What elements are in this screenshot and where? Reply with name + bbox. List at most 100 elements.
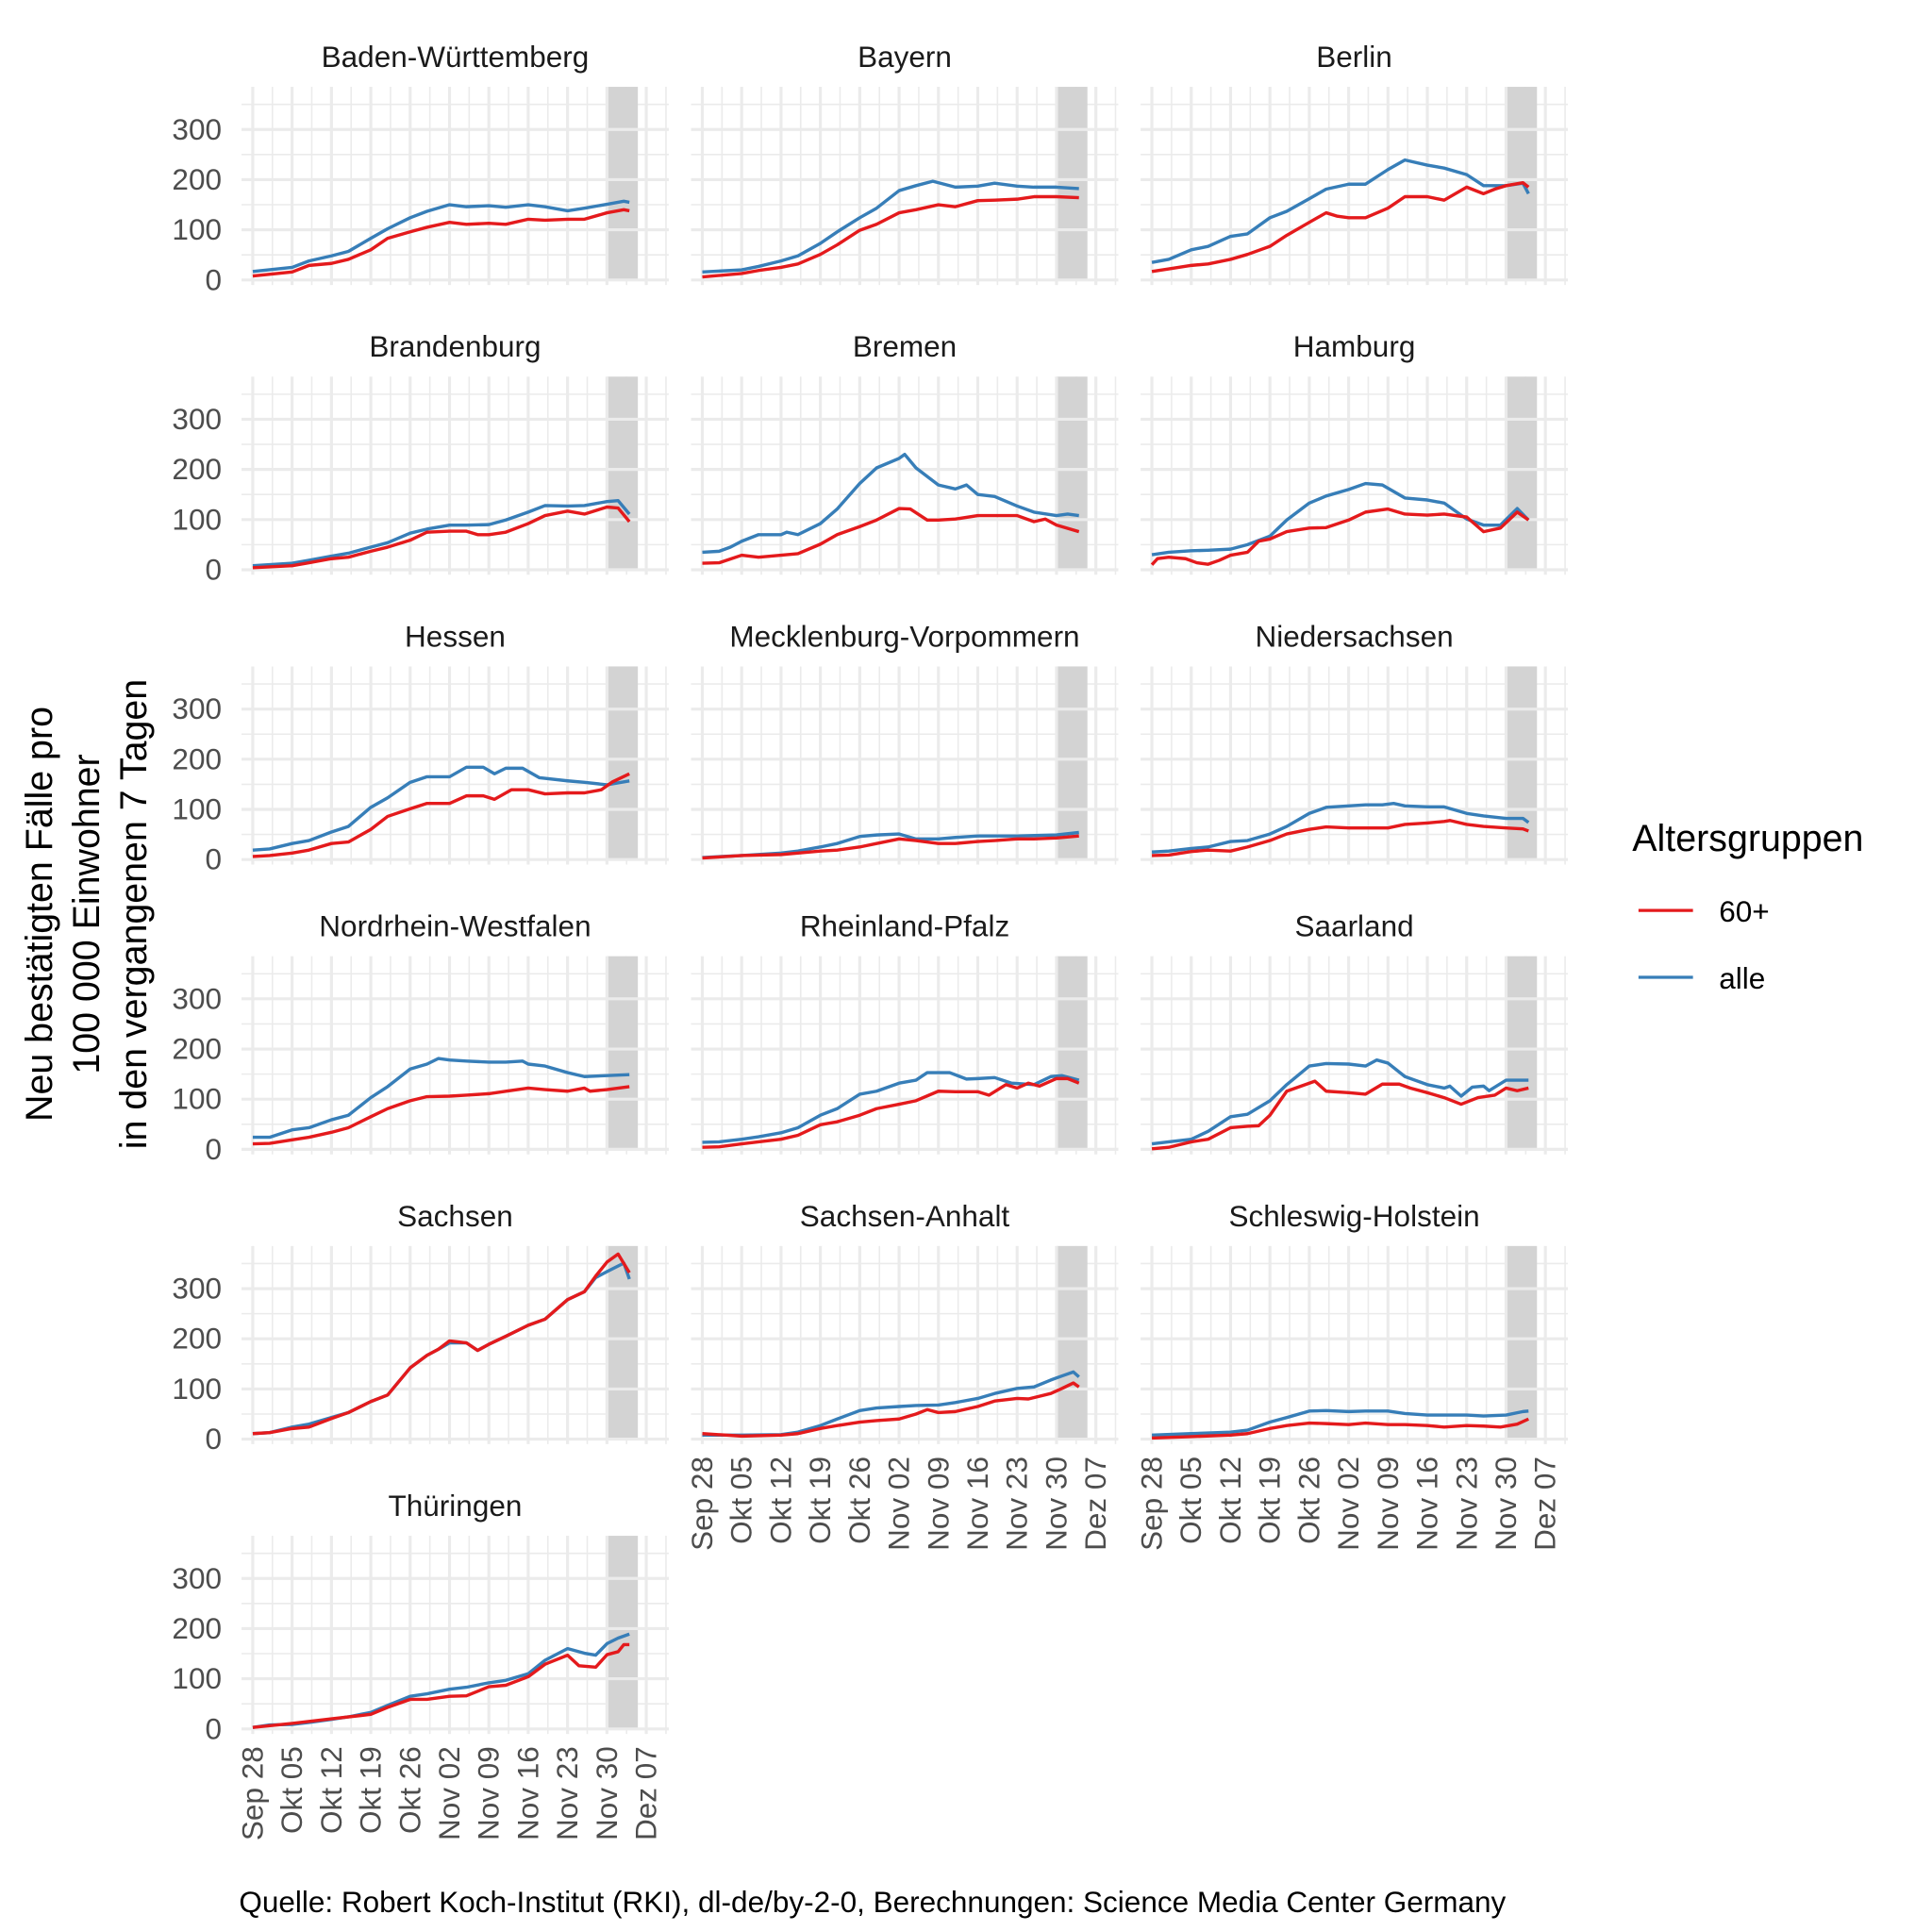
facet-panel: Sachsen-Anhalt Sep 28 Okt 05 Okt 12 Okt 19 Ok… xyxy=(685,1199,1119,1551)
y-tick-label: 200 xyxy=(172,1032,222,1066)
y-tick-label: 200 xyxy=(172,452,222,486)
y-axis-title: Neu bestätigten Fälle pro 100 000 Einwoh… xyxy=(19,679,155,1149)
series-line-alle xyxy=(252,199,630,274)
panel-title: Brandenburg xyxy=(369,329,541,363)
y-tick-label: 0 xyxy=(205,1132,222,1166)
y-tick-label: 300 xyxy=(172,691,222,725)
shaded-incomplete-period xyxy=(1506,956,1538,1150)
facet-panel: Mecklenburg-Vorpommern xyxy=(691,619,1119,865)
legend: Altersgruppen 60+ alle xyxy=(1632,818,1863,995)
y-tick-label: 0 xyxy=(205,842,222,876)
shaded-incomplete-period xyxy=(607,1536,639,1729)
x-tick-label: Nov 16 xyxy=(1410,1457,1444,1551)
series-line-60plus xyxy=(702,194,1079,279)
y-tick-label: 100 xyxy=(172,792,222,826)
x-tick-label: Okt 12 xyxy=(763,1457,797,1544)
shaded-incomplete-period xyxy=(1056,666,1088,860)
series-line-60plus xyxy=(252,1252,631,1436)
facet-panels: Baden-Württemberg 0 100 200 300 Bayern Berlin B… xyxy=(172,40,1569,1840)
shaded-incomplete-period xyxy=(607,87,639,280)
y-tick-label: 200 xyxy=(172,1322,222,1356)
facet-panel: Bremen xyxy=(691,329,1119,575)
series-line-60plus xyxy=(252,505,631,570)
shaded-incomplete-period xyxy=(1506,1245,1538,1440)
x-tick-label: Okt 05 xyxy=(1174,1457,1208,1544)
facet-panel: Niedersachsen xyxy=(1141,619,1569,865)
shaded-incomplete-period xyxy=(607,956,639,1150)
panel-title: Bayern xyxy=(858,40,952,74)
x-tick-label: Sep 28 xyxy=(235,1746,269,1840)
x-tick-label: Nov 02 xyxy=(432,1746,466,1840)
shaded-incomplete-period xyxy=(1056,376,1088,570)
source-caption: Quelle: Robert Koch-Institut (RKI), dl-d… xyxy=(239,1885,1506,1919)
facet-panel: Brandenburg 0 100 200 300 xyxy=(172,329,669,586)
series-line-alle xyxy=(702,452,1079,555)
x-tick-label: Okt 19 xyxy=(1253,1457,1287,1544)
series-line-60plus xyxy=(1150,507,1530,566)
x-tick-label: Nov 30 xyxy=(590,1746,624,1840)
panel-title: Hessen xyxy=(405,619,506,653)
panel-title: Schleswig-Holstein xyxy=(1229,1199,1480,1233)
series-line-alle xyxy=(1151,1057,1529,1146)
y-tick-label: 100 xyxy=(172,1372,222,1406)
panel-title: Thüringen xyxy=(389,1489,523,1523)
y-tick-label: 300 xyxy=(172,1272,222,1306)
panel-title: Sachsen-Anhalt xyxy=(800,1199,1010,1233)
x-tick-label: Dez 07 xyxy=(629,1746,663,1840)
shaded-incomplete-period xyxy=(1506,376,1538,570)
y-axis-title-line-2: 100 000 Einwohner xyxy=(66,754,108,1074)
y-axis-title-line-1: Neu bestätigten Fälle pro xyxy=(19,707,60,1122)
y-tick-label: 100 xyxy=(172,502,222,536)
series-line-60plus xyxy=(702,1076,1080,1149)
series-line-60plus xyxy=(702,1381,1080,1439)
y-tick-label: 100 xyxy=(172,1082,222,1116)
series-line-alle xyxy=(702,179,1079,275)
x-tick-label: Okt 26 xyxy=(842,1457,876,1544)
shaded-incomplete-period xyxy=(607,376,639,570)
y-tick-label: 0 xyxy=(205,262,222,296)
shaded-incomplete-period xyxy=(1506,666,1538,860)
series-line-alle xyxy=(252,765,630,852)
x-tick-label: Okt 19 xyxy=(803,1457,837,1544)
facet-panel: Rheinland-Pfalz xyxy=(691,909,1119,1155)
y-tick-label: 0 xyxy=(205,552,222,586)
facet-panel: Berlin xyxy=(1141,40,1569,286)
series-line-60plus xyxy=(252,208,630,278)
x-tick-label: Okt 12 xyxy=(314,1746,348,1834)
x-tick-label: Okt 19 xyxy=(354,1746,388,1834)
panel-title: Berlin xyxy=(1316,40,1392,74)
x-tick-label: Nov 02 xyxy=(882,1457,916,1551)
facet-panel: Nordrhein-Westfalen 0 100 200 300 xyxy=(172,909,669,1166)
series-line-alle xyxy=(1151,158,1530,264)
y-tick-label: 0 xyxy=(205,1422,222,1456)
x-tick-label: Dez 07 xyxy=(1078,1457,1112,1551)
facet-panel: Hessen 0 100 200 300 xyxy=(172,619,669,876)
panel-title: Hamburg xyxy=(1293,329,1416,363)
series-line-60plus xyxy=(702,834,1079,860)
series-line-alle xyxy=(252,498,631,568)
x-tick-label: Dez 07 xyxy=(1528,1457,1562,1551)
facet-panel: Baden-Württemberg 0 100 200 300 xyxy=(172,40,669,296)
shaded-incomplete-period xyxy=(607,1245,639,1440)
y-tick-label: 200 xyxy=(172,162,222,196)
series-line-60plus xyxy=(252,1642,630,1729)
shaded-incomplete-period xyxy=(1056,1245,1088,1440)
series-line-alle xyxy=(252,1632,630,1729)
x-tick-label: Nov 30 xyxy=(1039,1457,1073,1551)
x-tick-label: Nov 09 xyxy=(472,1746,506,1840)
x-tick-label: Okt 05 xyxy=(724,1457,758,1544)
shaded-incomplete-period xyxy=(1056,956,1088,1150)
panel-title: Saarland xyxy=(1295,909,1414,943)
series-line-60plus xyxy=(1151,1417,1529,1440)
y-tick-label: 300 xyxy=(172,112,222,146)
y-tick-label: 300 xyxy=(172,981,222,1015)
x-tick-label: Nov 23 xyxy=(1449,1457,1483,1551)
series-line-alle xyxy=(1151,1408,1529,1438)
series-line-alle xyxy=(252,1057,630,1140)
y-tick-label: 200 xyxy=(172,741,222,775)
x-tick-label: Sep 28 xyxy=(685,1457,719,1551)
x-tick-label: Okt 12 xyxy=(1213,1457,1247,1544)
facet-panel: Hamburg xyxy=(1141,329,1569,575)
shaded-incomplete-period xyxy=(1056,87,1088,280)
series-line-60plus xyxy=(1151,1079,1529,1151)
